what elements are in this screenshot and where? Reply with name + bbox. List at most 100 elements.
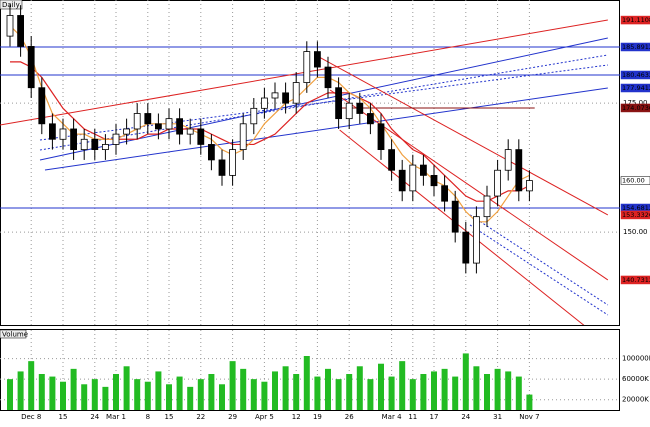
candle-body — [38, 87, 46, 125]
volume-bar — [314, 376, 321, 410]
volume-bar — [123, 366, 130, 410]
candle-body — [197, 128, 205, 145]
volume-bar — [409, 379, 416, 410]
candle-body — [271, 92, 279, 99]
volume-bar — [229, 361, 236, 410]
x-tick-label: 15 — [59, 413, 68, 421]
candle-body — [250, 107, 258, 125]
candle-body — [154, 123, 162, 130]
candle-body — [112, 133, 120, 145]
candle-body — [27, 46, 35, 89]
candle-body — [91, 138, 99, 151]
price-marker-label: 160.00 — [622, 177, 645, 185]
volume-bar — [81, 384, 88, 410]
candle-body — [526, 180, 533, 192]
volume-bar — [367, 379, 374, 410]
x-tick-label: 26 — [345, 413, 354, 421]
volume-bar — [155, 371, 162, 410]
volume-bar — [526, 394, 533, 410]
volume-bar — [473, 366, 480, 410]
candle-body — [218, 159, 226, 176]
volume-bar — [484, 374, 490, 410]
volume-bar — [144, 381, 151, 410]
price-marker-label: 185.8912 — [622, 43, 650, 51]
y-tick-label: 175.00 — [623, 99, 648, 107]
volume-bar — [441, 368, 448, 410]
x-tick-label: 24 — [90, 413, 99, 421]
price-marker — [620, 103, 650, 113]
trend-line — [339, 129, 585, 325]
volume-tick-label: 20000K — [622, 396, 649, 404]
volume-bar — [28, 361, 35, 410]
volume-bar — [176, 376, 183, 410]
volume-bar — [70, 368, 77, 410]
x-tick-label: Apr 5 — [255, 413, 274, 421]
volume-title-box — [0, 329, 27, 339]
moving-average — [10, 61, 530, 202]
price-marker-label: 191.1108 — [622, 16, 650, 24]
candle-body — [207, 144, 215, 161]
trend-line — [469, 224, 609, 316]
candle-body — [313, 51, 321, 68]
candle-body — [144, 113, 152, 125]
volume-title: Volume — [2, 331, 28, 339]
volume-bar — [378, 363, 384, 410]
candle-body — [377, 123, 385, 151]
candle-body — [409, 164, 417, 192]
chart-title: Daily — [2, 1, 20, 9]
volume-bar — [208, 374, 215, 410]
volume-bar — [356, 366, 363, 410]
candle-body — [388, 149, 396, 171]
volume-bar — [399, 361, 406, 410]
volume-bar — [335, 379, 342, 410]
candle-body — [123, 128, 130, 135]
volume-bar — [505, 371, 512, 410]
volume-bar — [494, 368, 501, 410]
candle-body — [398, 169, 406, 192]
candle-body — [102, 144, 109, 151]
price-marker — [620, 83, 650, 93]
candle-body — [282, 92, 290, 104]
volume-bar — [250, 379, 257, 410]
volume-bar — [197, 379, 204, 410]
candle-body — [70, 128, 77, 151]
title-box — [0, 0, 23, 10]
price-marker — [620, 42, 650, 52]
price-marker-label: 154.6812 — [622, 204, 650, 212]
candle-body — [483, 195, 491, 218]
candle-body — [17, 15, 25, 47]
x-tick-label: Mar 1 — [106, 413, 126, 421]
candle-body — [324, 66, 332, 89]
trend-line — [469, 214, 609, 306]
volume-bar — [388, 376, 395, 410]
candle-body — [260, 97, 268, 109]
candle-body — [419, 164, 427, 176]
price-marker-label: 174.0736 — [622, 104, 650, 112]
candle-body — [80, 138, 88, 151]
x-tick-label: 17 — [430, 413, 439, 421]
volume-bar — [515, 376, 522, 410]
x-tick-label: 24 — [461, 413, 470, 421]
volume-bar — [272, 371, 278, 410]
price-marker-label: 177.9412 — [622, 84, 650, 92]
volume-bar — [17, 371, 24, 410]
candle-body — [335, 87, 343, 120]
volume-bar — [7, 379, 13, 410]
price-marker — [620, 176, 650, 185]
x-tick-label: 22 — [196, 413, 205, 421]
volume-bar — [346, 374, 353, 410]
candle-body — [366, 113, 374, 125]
candle-body — [451, 200, 459, 233]
price-marker-label: 180.4632 — [622, 71, 650, 79]
volume-bar — [187, 386, 194, 410]
volume-bar — [166, 384, 172, 410]
candle-body — [515, 149, 523, 192]
x-tick-label: 31 — [493, 413, 502, 421]
price-marker — [620, 70, 650, 80]
y-tick-label: 150.00 — [623, 228, 648, 236]
candle-body — [441, 185, 449, 202]
volume-bar — [134, 379, 141, 410]
x-tick-label: Mar 4 — [382, 413, 402, 421]
volume-bar — [60, 381, 66, 410]
